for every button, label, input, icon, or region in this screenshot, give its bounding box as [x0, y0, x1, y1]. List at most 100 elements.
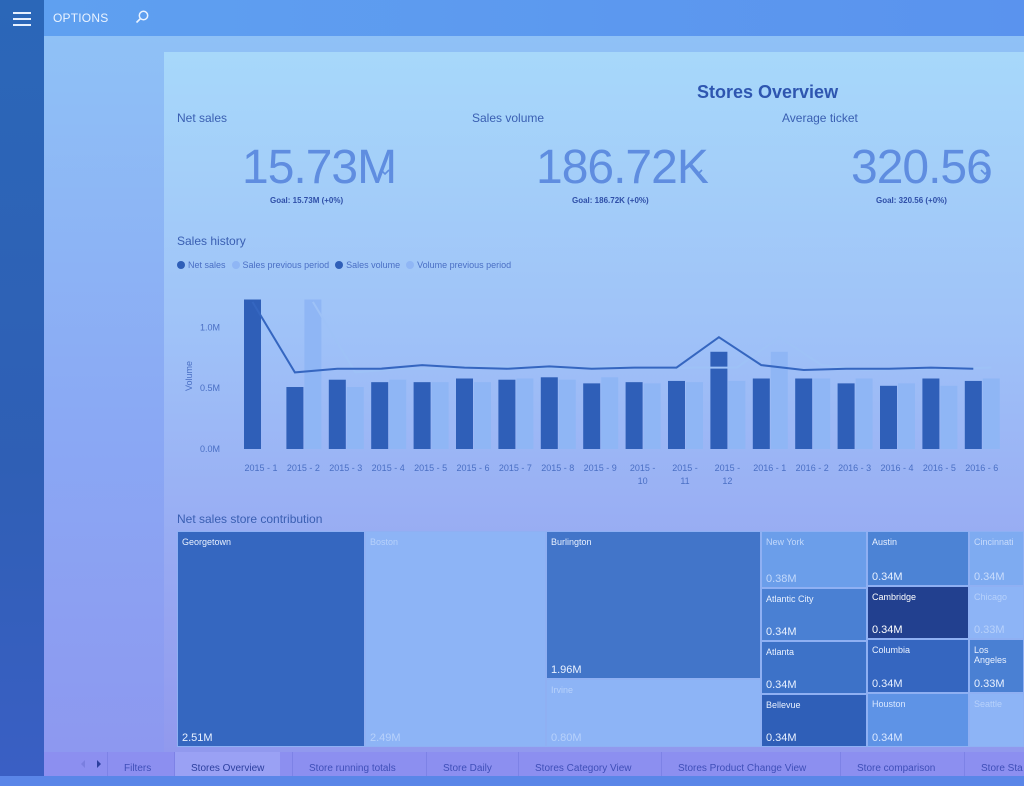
- x-tick-label: 2015 - 2: [287, 463, 320, 473]
- treemap-cell[interactable]: Austin 0.34M: [867, 531, 969, 586]
- treemap-cell[interactable]: Chicago 0.33M: [969, 586, 1024, 639]
- line-volume-previous-period: [312, 301, 992, 374]
- bar-sales-previous-period: [474, 382, 491, 449]
- chart-legend: Net sales Sales previous period Sales vo…: [177, 260, 511, 270]
- bar-net-sales: [880, 385, 897, 449]
- treemap-cell[interactable]: Georgetown 2.51M: [177, 531, 365, 747]
- bar-net-sales: [752, 378, 770, 449]
- y-tick-label: 1.0M: [200, 322, 220, 332]
- bar-sales-previous-period: [601, 377, 619, 449]
- chevron-down-icon: [693, 169, 703, 176]
- x-tick-label: 2016 - 6: [965, 463, 998, 473]
- treemap-cell-value: 0.34M: [872, 624, 903, 636]
- treemap-cell[interactable]: Cincinnati 0.34M: [969, 531, 1024, 586]
- x-tick-label: 2016 - 3: [838, 463, 871, 473]
- bar-net-sales: [583, 383, 601, 449]
- treemap-cell-name: Burlington: [551, 537, 592, 547]
- report-tab[interactable]: Stores Category View: [518, 752, 648, 776]
- legend-swatch: [335, 261, 344, 269]
- bar-sales-previous-period: [982, 378, 1000, 449]
- treemap-cell-name: New York: [766, 537, 805, 547]
- hamburger-menu-icon[interactable]: [13, 12, 31, 26]
- treemap-cell-name: Chicago: [974, 592, 1008, 602]
- bar-sales-previous-period: [940, 385, 958, 449]
- x-tick-label: 11: [680, 476, 689, 486]
- x-tick-label: 2015 -: [715, 463, 741, 473]
- bar-net-sales: [371, 382, 389, 449]
- report-tab[interactable]: Store Sta: [964, 752, 1024, 776]
- legend-swatch: [231, 261, 240, 269]
- treemap-cell[interactable]: New York 0.38M: [761, 531, 867, 588]
- report-tab[interactable]: Store comparison: [840, 752, 951, 776]
- bar-net-sales: [795, 378, 813, 449]
- treemap-cell[interactable]: Boston 2.49M: [365, 531, 546, 747]
- treemap-cell[interactable]: Burlington 1.96M: [546, 531, 761, 679]
- bar-sales-previous-period: [304, 299, 322, 449]
- chevron-down-icon: [380, 169, 390, 176]
- kpi-value-sales-volume: 186.72K: [536, 141, 709, 194]
- bar-sales-previous-period: [346, 387, 364, 449]
- bar-net-sales: [540, 377, 558, 449]
- treemap-cell[interactable]: Irvine 0.80M: [546, 679, 761, 747]
- kpi-value-net-sales: 15.73M: [242, 141, 397, 194]
- treemap-cell[interactable]: Columbia 0.34M: [867, 639, 969, 693]
- report-tab-bar: Filters Stores Overview Store running tota…: [44, 752, 1024, 776]
- treemap-cell-name: Boston: [370, 537, 399, 547]
- treemap-cell-value: 2.51M: [182, 732, 213, 744]
- treemap-cell-name: Cambridge: [872, 592, 917, 602]
- kpi-goal-sales-volume: Goal: 186.72K (+0%): [572, 196, 649, 205]
- treemap-cell-name: Austin: [872, 537, 898, 547]
- sales-history-chart: Volume 0.0M 0.5M 1.0M 2015 - 1 2015 - 2 2015 -…: [184, 299, 1000, 486]
- legend-item[interactable]: Net sales: [177, 260, 226, 270]
- treemap-cell[interactable]: Los Angeles 0.33M: [969, 639, 1024, 693]
- report-tab[interactable]: Stores Overview: [174, 752, 281, 776]
- legend-item[interactable]: Volume previous period: [406, 260, 511, 270]
- legend-item[interactable]: Sales previous period: [231, 260, 329, 270]
- report-tab[interactable]: Store Daily: [426, 752, 508, 776]
- report-title: Stores Overview: [697, 82, 839, 102]
- bar-sales-previous-period: [770, 351, 788, 449]
- bar-net-sales: [498, 379, 516, 449]
- report-tab[interactable]: Stores Product Change View: [661, 752, 822, 776]
- treemap-cell[interactable]: Bellevue 0.34M: [761, 694, 867, 747]
- legend-item[interactable]: Sales volume: [335, 260, 400, 270]
- scroll-right-arrow-icon[interactable]: [94, 759, 104, 769]
- y-tick-label: 0.5M: [200, 383, 220, 393]
- treemap-cell[interactable]: Seattle: [969, 693, 1024, 747]
- kpi-label-sales-volume: Sales volume: [472, 111, 545, 125]
- treemap-cell[interactable]: Atlanta 0.34M: [761, 641, 867, 694]
- treemap-cell-name: Georgetown: [182, 537, 232, 547]
- treemap-cell[interactable]: Atlantic City 0.34M: [761, 588, 867, 641]
- x-tick-label: 2016 - 1: [753, 463, 786, 473]
- x-tick-label: 2015 - 5: [414, 463, 447, 473]
- store-contribution-title: Net sales store contribution: [177, 512, 323, 526]
- treemap-cell-name: Irvine: [551, 685, 574, 695]
- bar-net-sales: [710, 351, 728, 449]
- kpi-label-net-sales: Net sales: [177, 111, 228, 125]
- x-tick-label: 2015 - 8: [541, 463, 574, 473]
- search-icon[interactable]: [134, 9, 150, 25]
- x-tick-label: 2016 - 5: [923, 463, 956, 473]
- line-sales-volume: [251, 301, 974, 374]
- bar-sales-previous-period: [686, 382, 703, 449]
- kpi-goal-average-ticket: Goal: 320.56 (+0%): [876, 196, 947, 205]
- treemap-cell[interactable]: Houston 0.34M: [867, 693, 969, 747]
- x-tick-label: 2016 - 2: [796, 463, 829, 473]
- treemap-cell-value: 0.80M: [551, 732, 582, 744]
- bar-net-sales: [244, 299, 261, 449]
- treemap-cell-name: Houston: [872, 699, 906, 709]
- bar-net-sales: [837, 383, 855, 449]
- bar-net-sales: [964, 380, 982, 449]
- treemap-cell-name: Cincinnati: [974, 537, 1014, 547]
- report-tab[interactable]: Store running totals: [292, 752, 412, 776]
- treemap-cell-value: 0.33M: [974, 624, 1005, 636]
- options-menu[interactable]: OPTIONS: [53, 11, 109, 25]
- treemap-cell[interactable]: Cambridge 0.34M: [867, 586, 969, 639]
- nav-rail: [0, 0, 44, 776]
- scroll-left-arrow-icon[interactable]: [78, 759, 88, 769]
- bar-net-sales: [328, 379, 346, 449]
- bar-sales-previous-period: [855, 378, 873, 449]
- treemap-cell-name: Columbia: [872, 645, 911, 655]
- treemap-cell-name: Seattle: [974, 699, 1003, 709]
- report-tab[interactable]: Filters: [107, 752, 167, 776]
